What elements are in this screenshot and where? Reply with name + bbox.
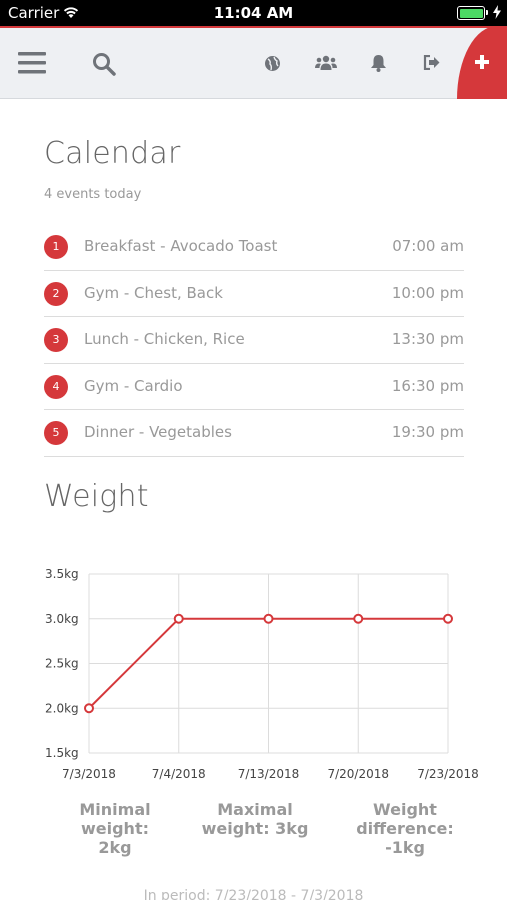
period-label: In period: 7/23/2018 - 7/3/2018 bbox=[143, 888, 364, 900]
search-icon[interactable] bbox=[92, 52, 116, 76]
max-weight-stat: Maximal weight: 3kg bbox=[195, 800, 315, 838]
data-point bbox=[353, 613, 364, 624]
event-time: 10:00 pm bbox=[391, 283, 464, 302]
event-time: 07:00 am bbox=[392, 237, 464, 255]
carrier-label: Carrier bbox=[8, 4, 60, 22]
users-icon[interactable] bbox=[315, 55, 337, 71]
y-tick-label: 3.5kg bbox=[45, 567, 79, 581]
event-name: Gym - Chest, Back bbox=[84, 283, 223, 302]
app-bar bbox=[0, 26, 507, 99]
event-time: 19:30 pm bbox=[391, 423, 464, 441]
events-list: 1 Breakfast - Avocado Toast 07:00 am 2 G… bbox=[44, 224, 464, 457]
globe-icon[interactable] bbox=[264, 55, 281, 72]
event-number-badge: 1 bbox=[44, 235, 68, 259]
min-weight-value: 2kg bbox=[98, 838, 132, 857]
weight-difference-stat: Weight difference: -1kg bbox=[350, 800, 460, 857]
x-tick-label: 7/4/2018 bbox=[152, 767, 206, 781]
logout-icon[interactable] bbox=[423, 55, 440, 70]
weight-difference-line: Weight bbox=[373, 800, 437, 819]
y-tick-label: 1.5kg bbox=[45, 746, 79, 760]
x-tick-label: 7/20/2018 bbox=[327, 767, 389, 781]
max-weight-line: Maximal bbox=[217, 800, 293, 819]
x-tick-label: 7/23/2018 bbox=[417, 767, 479, 781]
min-weight-stat: Minimal weight: 2kg bbox=[60, 800, 170, 857]
event-name: Gym - Cardio bbox=[84, 376, 183, 395]
menu-icon[interactable] bbox=[18, 52, 46, 74]
status-bar: Carrier 11:04 AM bbox=[0, 0, 507, 26]
y-tick-label: 2.0kg bbox=[45, 701, 79, 715]
x-tick-label: 7/3/2018 bbox=[62, 767, 116, 781]
data-point bbox=[263, 613, 274, 624]
list-item[interactable]: 1 Breakfast - Avocado Toast 07:00 am bbox=[44, 224, 464, 271]
event-name: Breakfast - Avocado Toast bbox=[84, 237, 278, 255]
x-tick-label: 7/13/2018 bbox=[238, 767, 300, 781]
weight-difference-line: difference: bbox=[356, 819, 454, 838]
min-weight-line: weight: bbox=[80, 819, 149, 838]
add-button[interactable] bbox=[457, 26, 507, 99]
event-name: Lunch - Chicken, Rice bbox=[84, 330, 245, 348]
event-name: Dinner - Vegetables bbox=[84, 423, 232, 441]
plus-icon bbox=[475, 55, 489, 69]
bell-icon[interactable] bbox=[370, 54, 387, 72]
weight-chart: 3.5kg 3.0kg 2.5kg 2.0kg 1.5kg 7/3/2018 7/4/201… bbox=[45, 567, 479, 781]
weight-difference-value: -1kg bbox=[385, 838, 425, 857]
data-point bbox=[443, 613, 453, 624]
event-number-badge: 3 bbox=[44, 328, 68, 352]
list-item[interactable]: 5 Dinner - Vegetables 19:30 pm bbox=[44, 410, 464, 457]
event-time: 13:30 pm bbox=[391, 330, 464, 348]
battery-icon bbox=[457, 6, 488, 20]
calendar-title: Calendar bbox=[44, 136, 181, 171]
event-time: 16:30 pm bbox=[391, 376, 464, 395]
weight-title: Weight bbox=[44, 479, 149, 514]
event-number-badge: 4 bbox=[44, 374, 68, 399]
y-tick-label: 2.5kg bbox=[45, 657, 79, 671]
list-item[interactable]: 3 Lunch - Chicken, Rice 13:30 pm bbox=[44, 317, 464, 364]
max-weight-value: weight: 3kg bbox=[201, 819, 309, 838]
list-item[interactable]: 2 Gym - Chest, Back 10:00 pm bbox=[44, 271, 464, 317]
events-count: 4 events today bbox=[44, 187, 142, 202]
clock: 11:04 AM bbox=[213, 4, 294, 22]
charging-icon bbox=[493, 5, 501, 19]
y-tick-label: 3.0kg bbox=[45, 612, 79, 626]
wifi-icon bbox=[63, 7, 79, 18]
list-item[interactable]: 4 Gym - Cardio 16:30 pm bbox=[44, 364, 464, 410]
event-number-badge: 2 bbox=[44, 281, 68, 306]
event-number-badge: 5 bbox=[44, 421, 68, 445]
data-point bbox=[173, 613, 184, 624]
data-point bbox=[84, 703, 94, 714]
min-weight-line: Minimal bbox=[79, 800, 151, 819]
